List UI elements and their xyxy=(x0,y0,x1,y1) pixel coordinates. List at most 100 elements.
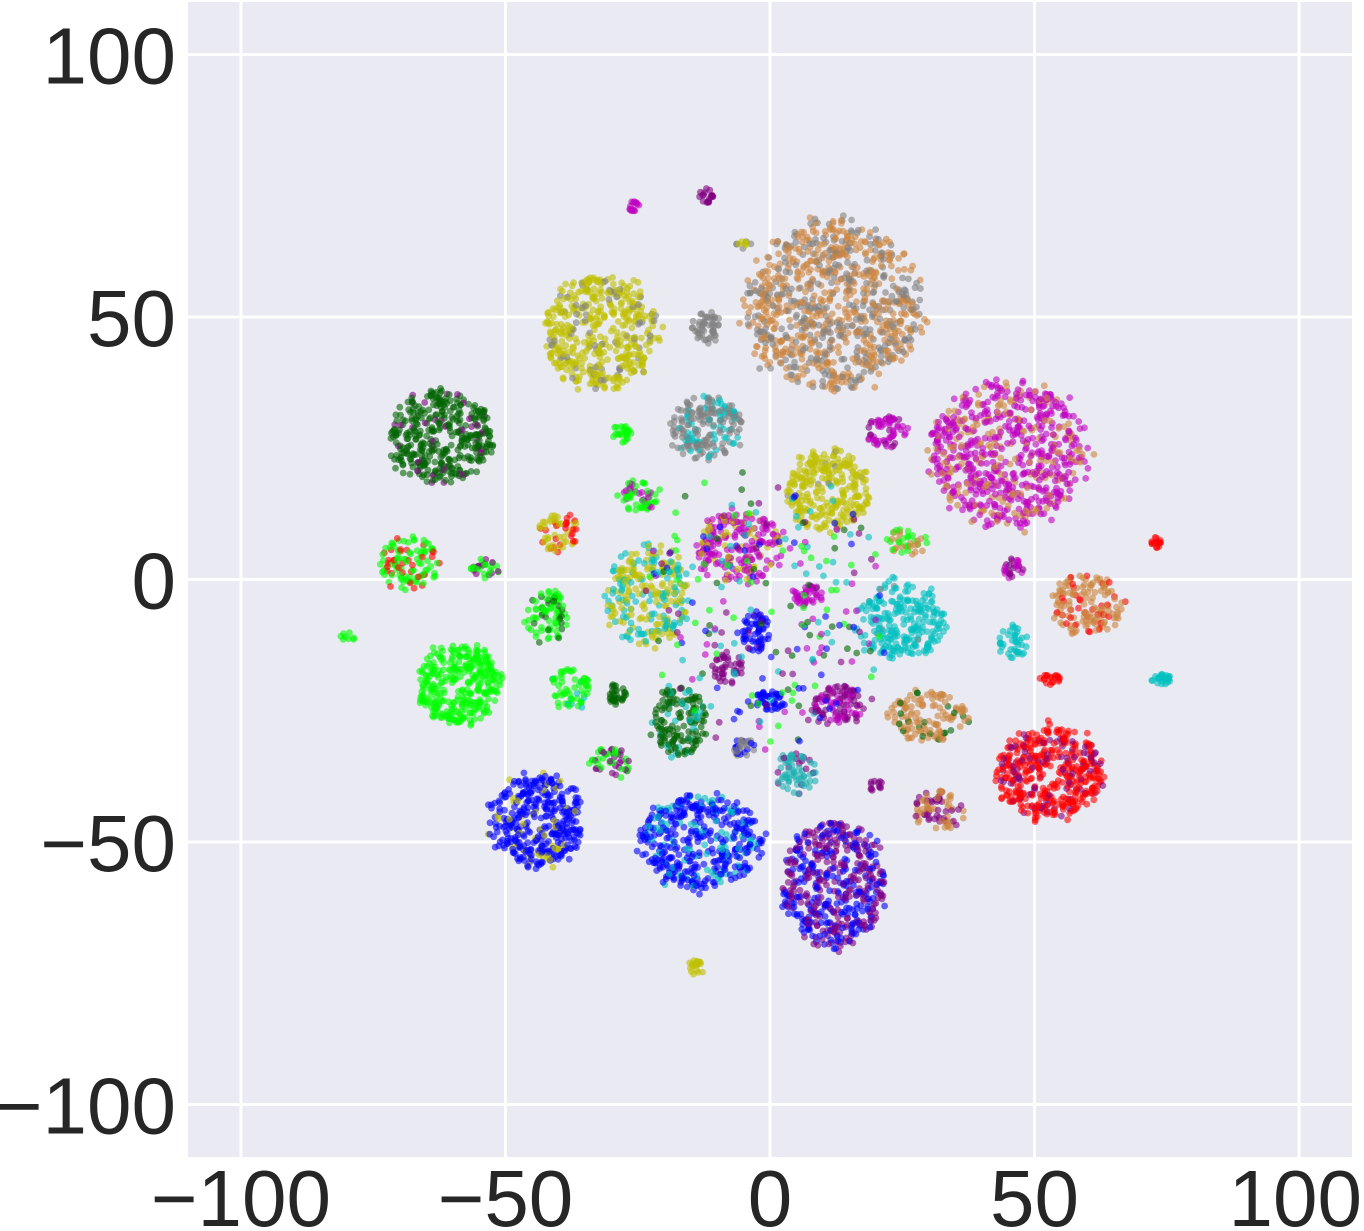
scatter-point xyxy=(677,595,684,602)
scatter-point xyxy=(597,303,605,311)
scatter-point xyxy=(860,346,868,354)
scatter-point xyxy=(868,334,875,342)
scatter-point xyxy=(832,235,839,242)
scatter-point xyxy=(939,736,947,744)
scatter-point xyxy=(950,413,958,421)
scatter-point xyxy=(888,588,896,596)
scatter-point xyxy=(606,621,613,629)
scatter-point xyxy=(682,570,690,578)
scatter-point xyxy=(696,408,704,415)
scatter-point xyxy=(900,348,907,356)
scatter-point xyxy=(860,330,868,338)
scatter-point xyxy=(407,550,414,558)
scatter-point xyxy=(843,270,850,278)
scatter-point xyxy=(766,318,774,325)
scatter-point xyxy=(889,598,897,605)
scatter-point xyxy=(885,256,893,264)
scatter-point xyxy=(1049,458,1057,466)
scatter-point xyxy=(651,610,658,618)
scatter-point xyxy=(721,449,729,457)
scatter-point xyxy=(1080,600,1088,608)
scatter-point xyxy=(946,504,953,512)
scatter-point xyxy=(872,604,880,612)
scatter-point xyxy=(940,628,947,635)
scatter-point xyxy=(809,227,817,235)
scatter-point xyxy=(779,348,787,356)
scatter-point xyxy=(888,275,896,283)
scatter-point xyxy=(786,254,794,262)
scatter-point xyxy=(804,282,812,290)
scatter-point xyxy=(481,700,489,707)
scatter-point xyxy=(435,667,443,674)
scatter-point xyxy=(941,698,949,706)
scatter-point xyxy=(1005,418,1013,425)
scatter-point xyxy=(911,326,919,333)
scatter-point xyxy=(545,588,553,595)
scatter-point xyxy=(671,619,678,627)
scatter-point xyxy=(1052,448,1060,455)
scatter-point xyxy=(539,603,546,611)
scatter-point xyxy=(762,339,769,347)
scatter-point xyxy=(612,347,620,355)
scatter-point xyxy=(561,313,569,320)
scatter-point xyxy=(991,464,999,471)
scatter-point xyxy=(843,378,850,386)
scatter-point xyxy=(693,542,701,549)
scatter-point xyxy=(975,470,983,477)
scatter-point xyxy=(660,719,668,726)
scatter-point xyxy=(1045,452,1053,460)
scatter-point xyxy=(765,280,773,288)
scatter-point xyxy=(792,363,800,371)
scatter-point xyxy=(630,570,638,577)
scatter-point xyxy=(1041,471,1049,479)
scatter-point xyxy=(827,378,835,386)
scatter-point xyxy=(1003,383,1011,390)
scatter-point xyxy=(419,439,426,446)
scatter-point xyxy=(1088,581,1095,589)
scatter-point xyxy=(1035,462,1043,470)
scatter-point xyxy=(778,337,786,345)
scatter-point xyxy=(623,355,631,363)
scatter-point xyxy=(915,719,922,727)
scatter-point xyxy=(404,539,412,546)
scatter-point xyxy=(833,446,841,454)
scatter-point xyxy=(728,426,736,433)
scatter-point xyxy=(624,504,632,512)
scatter-point xyxy=(997,462,1005,470)
scatter-point xyxy=(569,537,577,545)
scatter-point xyxy=(1113,603,1120,611)
scatter-point xyxy=(897,710,904,717)
scatter-point xyxy=(967,472,975,480)
scatter-point xyxy=(725,553,732,560)
scatter-point xyxy=(1069,580,1076,588)
scatter-point xyxy=(463,470,470,477)
scatter-point xyxy=(766,561,774,569)
scatter-point xyxy=(640,368,648,376)
scatter-point xyxy=(782,285,790,293)
scatter-point xyxy=(692,741,700,749)
scatter-point xyxy=(456,452,464,459)
scatter-point xyxy=(1065,412,1073,420)
scatter-point xyxy=(639,602,646,609)
scatter-point xyxy=(590,274,597,282)
scatter-point xyxy=(597,286,604,294)
scatter-point xyxy=(421,461,429,469)
scatter-point xyxy=(933,610,941,617)
scatter-point xyxy=(856,469,864,477)
scatter-point xyxy=(627,611,635,619)
scatter-point xyxy=(1050,614,1058,622)
scatter-point xyxy=(775,274,783,282)
scatter-point xyxy=(427,687,434,694)
scatter-point xyxy=(943,481,951,489)
scatter-point xyxy=(856,701,864,709)
scatter-point xyxy=(635,640,643,648)
scatter-point xyxy=(895,255,902,262)
scatter-point xyxy=(1050,431,1057,438)
scatter-point xyxy=(642,637,650,645)
scatter-point xyxy=(1059,474,1066,482)
scatter-point xyxy=(786,316,793,324)
scatter-point xyxy=(1092,626,1100,634)
scatter-point xyxy=(1048,424,1055,431)
scatter-point xyxy=(796,460,804,468)
scatter-point xyxy=(668,754,675,761)
